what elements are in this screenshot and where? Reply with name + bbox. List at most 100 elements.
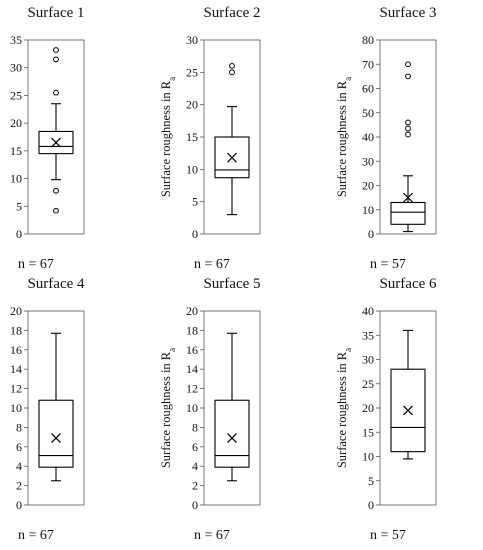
y-tick-label: 18 <box>10 323 22 337</box>
outlier-point <box>53 56 59 63</box>
y-tick-label: 4 <box>16 459 22 473</box>
chart-panel-1: Surface 1 0 5 10 15 20 25 30 35 Surface roughness… <box>0 5 85 272</box>
y-tick-label: 5 <box>192 195 198 209</box>
y-tick-label: 8 <box>192 420 198 434</box>
y-tick-label: 20 <box>362 179 374 193</box>
y-tick-label: 25 <box>186 65 198 79</box>
y-tick-label: 12 <box>186 382 198 396</box>
box-iqr <box>390 201 426 225</box>
chart-panel-5: Surface 5 0 2 4 6 8 10 12 14 16 18 20 Surface roughn… <box>159 276 261 543</box>
box-iqr <box>214 399 250 468</box>
chart-title: Surface 5 <box>203 276 260 292</box>
sample-size-label: n = 67 <box>18 528 54 543</box>
outlier-point <box>405 125 411 132</box>
y-tick-label: 40 <box>362 304 374 318</box>
y-tick-label: 6 <box>16 440 22 454</box>
y-tick-label: 0 <box>192 498 198 512</box>
box-iqr <box>390 368 426 453</box>
chart-title: Surface 3 <box>379 5 436 21</box>
outlier-point <box>229 69 235 76</box>
y-tick-label: 20 <box>362 401 374 415</box>
sample-size-label: n = 57 <box>370 257 406 272</box>
y-tick-label: 25 <box>362 377 374 391</box>
y-tick-label: 2 <box>192 479 198 493</box>
y-tick-label: 10 <box>362 450 374 464</box>
y-tick-label: 20 <box>186 98 198 112</box>
outlier-point <box>405 131 411 138</box>
sample-size-label: n = 67 <box>18 257 54 272</box>
sample-size-label: n = 67 <box>194 528 230 543</box>
y-tick-label: 0 <box>16 498 22 512</box>
mean-marker <box>227 433 237 443</box>
chart-title: Surface 1 <box>27 5 84 21</box>
mean-marker <box>403 192 413 203</box>
y-tick-label: 35 <box>10 33 22 47</box>
outlier-point <box>405 73 411 80</box>
y-tick-label: 14 <box>10 362 22 376</box>
y-tick-label: 20 <box>10 116 22 130</box>
y-tick-label: 30 <box>10 61 22 75</box>
y-tick-label: 30 <box>362 353 374 367</box>
y-tick-label: 10 <box>186 401 198 415</box>
y-axis-label: Surface roughness in Ra <box>159 77 177 197</box>
y-tick-label: 20 <box>10 304 22 318</box>
y-tick-label: 80 <box>362 33 374 47</box>
y-tick-label: 15 <box>10 144 22 158</box>
y-tick-label: 10 <box>362 203 374 217</box>
y-tick-label: 30 <box>362 154 374 168</box>
mean-marker <box>227 152 237 163</box>
y-axis-label: Surface roughness in Ra <box>335 348 353 468</box>
y-tick-label: 6 <box>192 440 198 454</box>
outlier-point <box>53 207 59 214</box>
y-tick-label: 8 <box>16 420 22 434</box>
y-tick-label: 10 <box>186 162 198 176</box>
chart-panel-4: Surface 4 0 2 4 6 8 10 12 14 16 18 20 Surface roughn… <box>0 276 85 543</box>
mean-marker <box>403 405 413 416</box>
y-axis-label: Surface roughness in Ra <box>0 77 1 197</box>
y-tick-label: 25 <box>10 88 22 102</box>
y-tick-label: 40 <box>362 130 374 144</box>
sample-size-label: n = 57 <box>370 528 406 543</box>
y-tick-label: 12 <box>10 382 22 396</box>
mean-marker <box>51 433 61 443</box>
outlier-point <box>405 119 411 126</box>
y-tick-label: 15 <box>362 425 374 439</box>
outlier-point <box>53 47 59 53</box>
y-tick-label: 5 <box>368 474 374 488</box>
chart-panel-2: Surface 2 0 5 10 15 20 25 30 Surface roughness i… <box>159 5 261 272</box>
y-tick-label: 14 <box>186 362 198 376</box>
y-tick-label: 60 <box>362 82 374 96</box>
y-tick-label: 10 <box>10 172 22 186</box>
chart-title: Surface 2 <box>203 5 260 21</box>
chart-panel-6: Surface 6 0 5 10 15 20 25 30 35 40 Surface roughne… <box>335 276 437 543</box>
outlier-point <box>405 61 411 68</box>
y-tick-label: 5 <box>16 199 22 213</box>
y-tick-label: 20 <box>186 304 198 318</box>
chart-title: Surface 4 <box>27 276 85 292</box>
y-tick-label: 30 <box>186 33 198 47</box>
y-tick-label: 16 <box>10 343 22 357</box>
y-tick-label: 50 <box>362 106 374 120</box>
mean-marker <box>51 137 61 148</box>
chart-panel-3: Surface 3 0 10 20 30 40 50 60 70 80 Surface roughn… <box>335 5 437 272</box>
y-tick-label: 35 <box>362 328 374 342</box>
y-tick-label: 4 <box>192 459 198 473</box>
y-axis-label: Surface roughness in Ra <box>159 348 177 468</box>
y-tick-label: 0 <box>368 498 374 512</box>
y-tick-label: 70 <box>362 57 374 71</box>
y-tick-label: 15 <box>186 130 198 144</box>
y-tick-label: 16 <box>186 343 198 357</box>
y-axis-label: Surface roughness in Ra <box>0 348 1 468</box>
outlier-point <box>53 187 59 194</box>
sample-size-label: n = 67 <box>194 257 230 272</box>
y-axis-label: Surface roughness in Ra <box>335 77 353 197</box>
box-iqr <box>38 399 74 468</box>
y-tick-label: 18 <box>186 323 198 337</box>
y-tick-label: 0 <box>192 227 198 241</box>
y-tick-label: 10 <box>10 401 22 415</box>
outlier-point <box>229 62 235 69</box>
chart-title: Surface 6 <box>379 276 437 292</box>
y-tick-label: 0 <box>368 227 374 241</box>
y-tick-label: 0 <box>16 227 22 241</box>
